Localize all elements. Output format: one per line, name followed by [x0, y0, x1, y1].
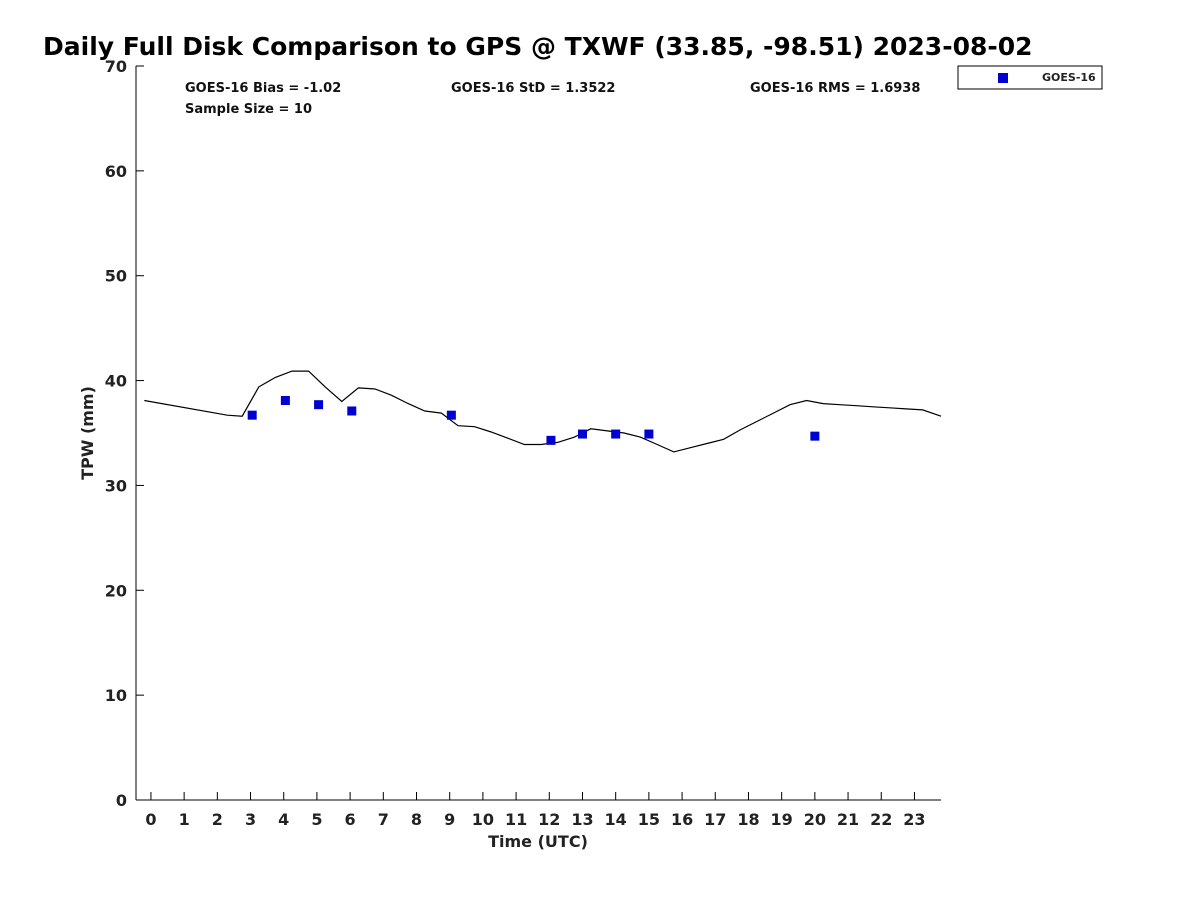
gps-reference-line [144, 370, 942, 453]
goes16-point [644, 429, 654, 439]
x-tick-label: 0 [145, 810, 156, 829]
goes16-point [810, 431, 820, 441]
goes16-point [347, 406, 357, 416]
x-tick-label: 15 [638, 810, 660, 829]
x-tick-label: 6 [345, 810, 356, 829]
x-tick-label: 20 [804, 810, 826, 829]
x-tick-label: 10 [472, 810, 494, 829]
std-stat: GOES-16 StD = 1.3522 [451, 81, 615, 96]
x-tick-label: 5 [311, 810, 322, 829]
x-tick-label: 23 [903, 810, 925, 829]
x-tick-label: 17 [704, 810, 726, 829]
y-tick-label: 50 [105, 267, 127, 286]
legend-label: GOES-16 [1042, 71, 1096, 84]
y-tick-label: 30 [105, 476, 127, 495]
legend: GOES-16 [957, 65, 1103, 90]
goes16-point [280, 395, 290, 405]
goes16-point [546, 435, 556, 445]
legend-box [957, 65, 1103, 90]
y-tick-label: 60 [105, 162, 127, 181]
x-tick-label: 19 [771, 810, 793, 829]
x-tick-label: 9 [444, 810, 455, 829]
x-tick-label: 18 [737, 810, 759, 829]
x-tick-label: 11 [505, 810, 527, 829]
goes16-point [314, 400, 324, 410]
x-tick-label: 8 [411, 810, 422, 829]
y-tick-label: 10 [105, 686, 127, 705]
goes16-point [611, 429, 621, 439]
bias-stat: GOES-16 Bias = -1.02 [185, 81, 341, 96]
y-tick-label: 40 [105, 372, 127, 391]
y-tick-label: 70 [105, 57, 127, 76]
legend-marker [998, 73, 1008, 83]
x-tick-label: 12 [538, 810, 560, 829]
x-tick-label: 7 [378, 810, 389, 829]
goes16-point [247, 410, 257, 420]
x-tick-label: 2 [212, 810, 223, 829]
y-tick-label: 0 [116, 791, 127, 810]
y-ticks: 0 10 20 30 40 50 60 70 [105, 57, 144, 810]
plot-axes [135, 66, 941, 801]
y-tick-label: 20 [105, 581, 127, 600]
x-tick-label: 4 [278, 810, 289, 829]
x-tick-label: 13 [571, 810, 593, 829]
rms-stat: GOES-16 RMS = 1.6938 [750, 81, 920, 96]
goes16-points [247, 395, 820, 445]
x-tick-label: 16 [671, 810, 693, 829]
x-tick-label: 3 [245, 810, 256, 829]
x-axis-label: Time (UTC) [488, 832, 588, 851]
y-axis-label: TPW (mm) [78, 386, 97, 480]
x-tick-label: 21 [837, 810, 859, 829]
chart-title: Daily Full Disk Comparison to GPS @ TXWF… [43, 32, 1033, 61]
sample-size-stat: Sample Size = 10 [185, 102, 312, 117]
goes16-point [577, 429, 587, 439]
goes16-point [446, 410, 456, 420]
x-tick-label: 14 [605, 810, 627, 829]
x-tick-label: 1 [179, 810, 190, 829]
x-ticks: 0 1 2 3 4 5 6 7 8 9 10 11 12 13 14 15 16 17 18 19 20 21 22 23 [145, 792, 926, 829]
x-tick-label: 22 [870, 810, 892, 829]
